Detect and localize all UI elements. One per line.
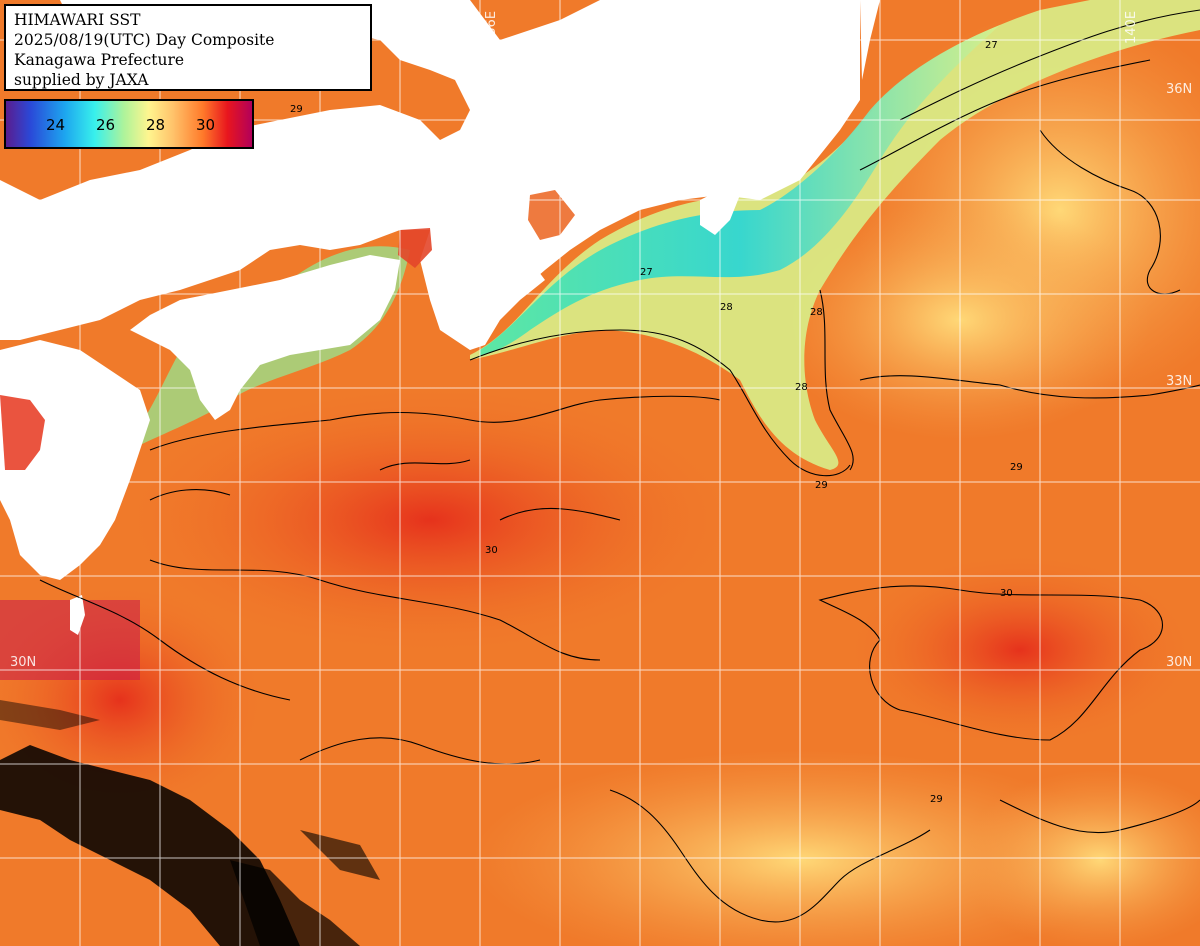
contour-label: 28 [720,302,733,313]
land-kii-peninsula [438,220,545,350]
contour-label: 29 [930,794,943,805]
title-line-satellite: HIMAWARI SST [14,11,141,29]
land-kyushu [0,340,150,580]
lat-label-36n-right: 36N [1166,82,1193,97]
lat-label-30n-left: 30N [10,655,37,670]
contour-label: 29 [815,480,828,491]
cloud-streak-1 [0,700,100,730]
legend-label-30: 30 [196,116,216,134]
lon-label-140e: 140E [1124,10,1139,44]
legend-label-24: 24 [46,116,66,134]
coast-accent-wakasa [528,190,575,240]
land-tanegashima [70,595,85,635]
contour-label: 28 [795,382,808,393]
warm-region-east [840,550,1200,750]
contour-label: 29 [290,104,303,115]
lat-label-33n-right: 33N [1166,374,1193,389]
title-box: HIMAWARI SST 2025/08/19(UTC) Day Composi… [4,4,372,91]
coast-accent-kyushu [0,395,45,470]
contour-value-labels: 27 28 28 29 29 29 30 30 29 28 27 [290,40,1023,805]
legend-label-26: 26 [96,116,116,134]
lat-label-30n-right: 30N [1166,655,1193,670]
contour-label: 27 [640,267,653,278]
legend-label-28: 28 [146,116,166,134]
contour-lines [39,9,1200,923]
land-honshu-kinki [0,0,860,350]
warm-region-center [110,380,750,660]
title-line-prefecture: Kanagawa Prefecture [14,51,185,69]
contour-label: 29 [1010,462,1023,473]
land-shikoku [130,255,400,420]
coast-accent-osaka [398,228,432,268]
contour-label: 30 [1000,588,1013,599]
temperature-legend: 24 26 28 30 [4,99,254,149]
cloud-patch-south [230,860,360,946]
cold-coast-core [480,25,1000,356]
contour-label: 28 [810,307,823,318]
lat-label-33n-left: 33N [10,374,37,389]
title-line-date: 2025/08/19(UTC) Day Composite [14,31,275,49]
lon-label-136e: 136E [484,10,499,44]
land-boso [780,140,810,180]
cold-coast-band [470,0,1200,470]
contour-label: 30 [485,545,498,556]
contour-label: 27 [985,40,998,51]
cloud-patch-southwest [0,745,300,946]
title-line-supplier: supplied by JAXA [14,71,149,89]
